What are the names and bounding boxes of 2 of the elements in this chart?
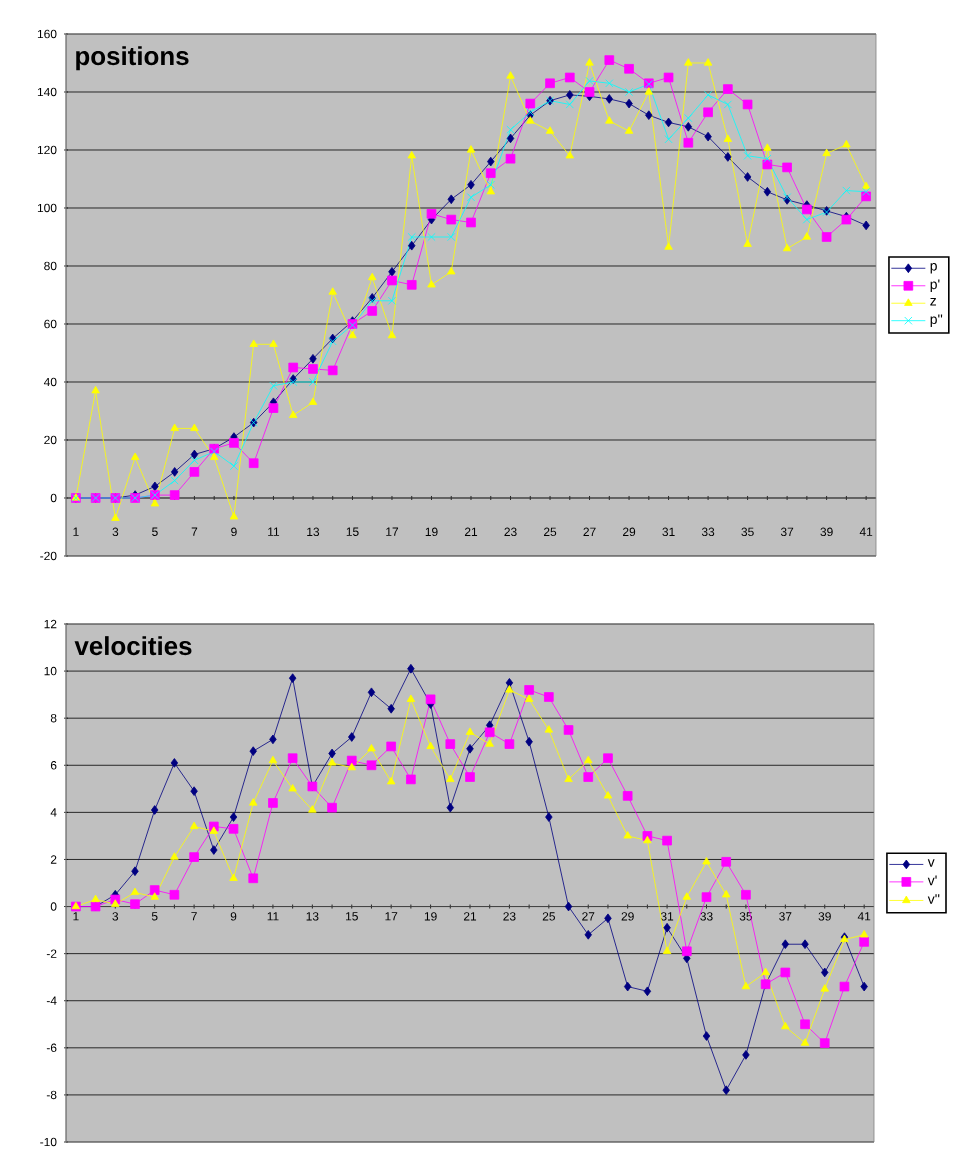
chart-title: positions — [76, 46, 189, 71]
chart-title: velocities — [74, 636, 192, 656]
